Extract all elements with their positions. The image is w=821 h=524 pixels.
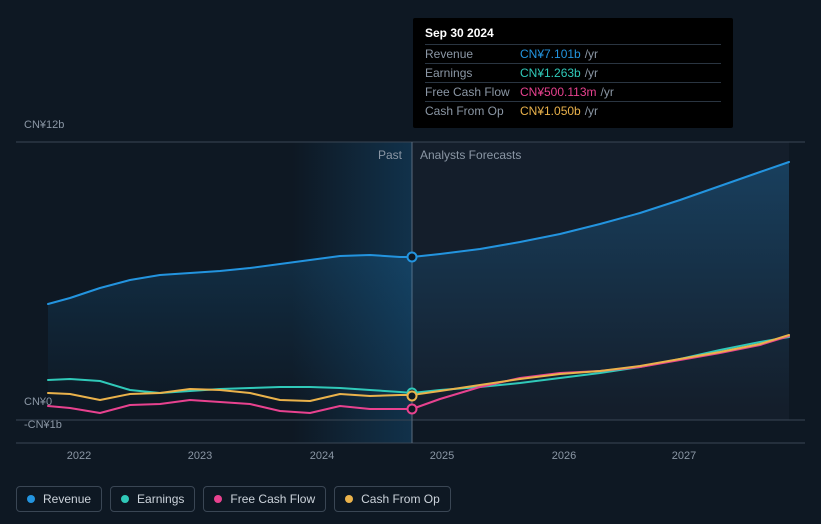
legend-item-earnings[interactable]: Earnings <box>110 486 195 512</box>
tooltip-date: Sep 30 2024 <box>425 26 721 44</box>
tooltip-metric-value: CN¥1.050b <box>520 104 581 118</box>
tooltip-row: Free Cash FlowCN¥500.113m/yr <box>425 82 721 101</box>
tooltip-metric-value: CN¥7.101b <box>520 47 581 61</box>
tooltip-metric-unit: /yr <box>585 66 598 80</box>
tooltip-row: RevenueCN¥7.101b/yr <box>425 44 721 63</box>
tooltip-metric-label: Revenue <box>425 47 520 61</box>
x-axis-label: 2022 <box>67 450 91 462</box>
tooltip-metric-unit: /yr <box>585 47 598 61</box>
forecast-label: Analysts Forecasts <box>420 148 521 162</box>
tooltip-metric-label: Cash From Op <box>425 104 520 118</box>
legend-item-cash-from-op[interactable]: Cash From Op <box>334 486 451 512</box>
legend-dot-icon <box>121 495 129 503</box>
tooltip-row: EarningsCN¥1.263b/yr <box>425 63 721 82</box>
x-axis-label: 2025 <box>430 450 454 462</box>
marker-revenue <box>408 253 417 262</box>
marker-cash-from-op <box>408 392 417 401</box>
marker-free-cash-flow <box>408 405 417 414</box>
legend-dot-icon <box>214 495 222 503</box>
legend-label: Free Cash Flow <box>230 492 315 506</box>
tooltip-row: Cash From OpCN¥1.050b/yr <box>425 101 721 120</box>
tooltip-rows: RevenueCN¥7.101b/yrEarningsCN¥1.263b/yrF… <box>425 44 721 120</box>
legend-item-revenue[interactable]: Revenue <box>16 486 102 512</box>
legend-label: Cash From Op <box>361 492 440 506</box>
y-axis-label: CN¥12b <box>24 119 64 131</box>
legend-dot-icon <box>27 495 35 503</box>
legend-item-free-cash-flow[interactable]: Free Cash Flow <box>203 486 326 512</box>
y-axis-label: -CN¥1b <box>24 419 62 431</box>
x-axis-label: 2023 <box>188 450 212 462</box>
legend-dot-icon <box>345 495 353 503</box>
chart-tooltip: Sep 30 2024 RevenueCN¥7.101b/yrEarningsC… <box>413 18 733 128</box>
tooltip-metric-value: CN¥500.113m <box>520 85 597 99</box>
x-axis-label: 2024 <box>310 450 334 462</box>
tooltip-metric-unit: /yr <box>585 104 598 118</box>
legend: Revenue Earnings Free Cash Flow Cash From O… <box>16 486 451 512</box>
past-label: Past <box>378 148 403 162</box>
tooltip-metric-label: Free Cash Flow <box>425 85 520 99</box>
legend-label: Revenue <box>43 492 91 506</box>
tooltip-metric-label: Earnings <box>425 66 520 80</box>
tooltip-metric-unit: /yr <box>601 85 614 99</box>
tooltip-metric-value: CN¥1.263b <box>520 66 581 80</box>
legend-label: Earnings <box>137 492 184 506</box>
x-axis-label: 2026 <box>552 450 576 462</box>
x-axis-label: 2027 <box>672 450 696 462</box>
